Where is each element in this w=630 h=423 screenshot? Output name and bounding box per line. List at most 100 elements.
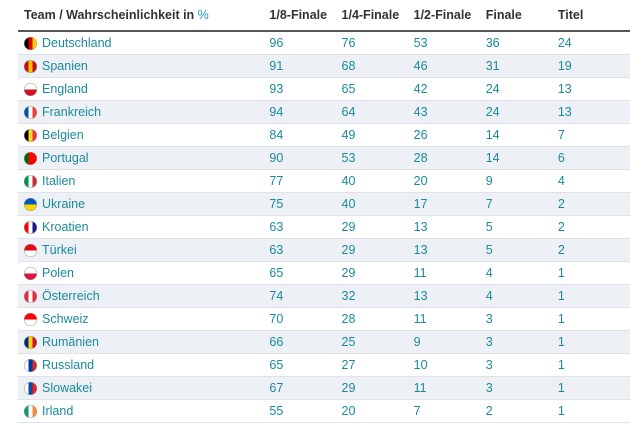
quarterfinal-cell: 28	[341, 307, 414, 331]
quarterfinal-cell: 53	[341, 146, 414, 170]
slovakia-flag-icon	[24, 381, 37, 395]
table-row: Italien 77 40 20 9 4	[18, 169, 630, 193]
belgium-flag-icon	[24, 128, 37, 142]
team-name: Portugal	[42, 151, 89, 165]
team-name: Frankreich	[42, 105, 102, 119]
table-row: Spanien 91 68 46 31 19	[18, 54, 630, 78]
round-of-16-cell: 67	[269, 376, 342, 400]
table-row: Deutschland 96 76 53 36 24	[18, 31, 630, 55]
semifinal-cell: 13	[413, 215, 486, 239]
team-name: Österreich	[42, 289, 100, 303]
title-cell: 1	[557, 307, 630, 331]
team-name: Slowakei	[42, 381, 93, 395]
final-cell: 24	[485, 77, 558, 101]
column-header-round-of-16[interactable]: 1/8-Finale	[269, 0, 342, 32]
semifinal-cell: 11	[413, 261, 486, 285]
table-row: Polen 65 29 11 4 1	[18, 261, 630, 285]
semifinal-cell: 26	[413, 123, 486, 147]
quarterfinal-cell: 64	[341, 100, 414, 124]
team-cell: Slowakei	[18, 376, 270, 400]
round-of-16-cell: 55	[269, 399, 342, 423]
round-of-16-cell: 94	[269, 100, 342, 124]
column-header-team[interactable]: Team / Wahrscheinlichkeit in %	[18, 0, 270, 32]
title-cell: 2	[557, 238, 630, 262]
quarterfinal-cell: 27	[341, 353, 414, 377]
germany-flag-icon	[24, 36, 37, 50]
title-cell: 19	[557, 54, 630, 78]
ireland-flag-icon	[24, 404, 37, 418]
switzerland-flag-icon	[24, 312, 37, 326]
round-of-16-cell: 63	[269, 238, 342, 262]
team-cell: Belgien	[18, 123, 270, 147]
column-header-quarterfinal[interactable]: 1/4-Finale	[341, 0, 414, 32]
title-cell: 6	[557, 146, 630, 170]
final-cell: 5	[485, 238, 558, 262]
final-cell: 3	[485, 307, 558, 331]
team-cell: Kroatien	[18, 215, 270, 239]
quarterfinal-cell: 40	[341, 192, 414, 216]
round-of-16-cell: 65	[269, 261, 342, 285]
team-cell: Portugal	[18, 146, 270, 170]
probability-table: Team / Wahrscheinlichkeit in % 1/8-Final…	[18, 0, 630, 423]
team-name: Rumänien	[42, 335, 99, 349]
final-cell: 4	[485, 284, 558, 308]
team-name: England	[42, 82, 88, 96]
round-of-16-cell: 65	[269, 353, 342, 377]
column-header-final[interactable]: Finale	[485, 0, 558, 32]
round-of-16-cell: 91	[269, 54, 342, 78]
england-flag-icon	[24, 82, 37, 96]
table-row: Frankreich 94 64 43 24 13	[18, 100, 630, 124]
team-cell: Schweiz	[18, 307, 270, 331]
team-name: Schweiz	[42, 312, 89, 326]
round-of-16-cell: 77	[269, 169, 342, 193]
team-name: Ukraine	[42, 197, 86, 211]
team-header-label: Team / Wahrscheinlichkeit in	[24, 8, 195, 22]
column-header-title[interactable]: Titel	[557, 0, 630, 32]
team-name: Kroatien	[42, 220, 89, 234]
spain-flag-icon	[24, 59, 37, 73]
quarterfinal-cell: 29	[341, 215, 414, 239]
team-cell: Italien	[18, 169, 270, 193]
title-cell: 2	[557, 215, 630, 239]
semifinal-cell: 17	[413, 192, 486, 216]
table-row: Türkei 63 29 13 5 2	[18, 238, 630, 262]
team-cell: Ukraine	[18, 192, 270, 216]
final-cell: 31	[485, 54, 558, 78]
final-cell: 3	[485, 376, 558, 400]
team-cell: Türkei	[18, 238, 270, 262]
round-of-16-cell: 93	[269, 77, 342, 101]
quarterfinal-cell: 29	[341, 261, 414, 285]
semifinal-cell: 11	[413, 376, 486, 400]
percent-unit-label: %	[197, 8, 209, 22]
team-cell: Polen	[18, 261, 270, 285]
final-cell: 14	[485, 123, 558, 147]
round-of-16-cell: 96	[269, 31, 342, 55]
title-cell: 1	[557, 399, 630, 423]
romania-flag-icon	[24, 335, 37, 349]
quarterfinal-cell: 49	[341, 123, 414, 147]
title-cell: 13	[557, 77, 630, 101]
team-cell: Irland	[18, 399, 270, 423]
semifinal-cell: 42	[413, 77, 486, 101]
quarterfinal-cell: 65	[341, 77, 414, 101]
quarterfinal-cell: 25	[341, 330, 414, 354]
team-cell: Rumänien	[18, 330, 270, 354]
title-cell: 24	[557, 31, 630, 55]
russia-flag-icon	[24, 358, 37, 372]
final-cell: 36	[485, 31, 558, 55]
team-cell: Russland	[18, 353, 270, 377]
austria-flag-icon	[24, 289, 37, 303]
final-cell: 3	[485, 330, 558, 354]
title-cell: 2	[557, 192, 630, 216]
quarterfinal-cell: 76	[341, 31, 414, 55]
table-row: Schweiz 70 28 11 3 1	[18, 307, 630, 331]
final-cell: 7	[485, 192, 558, 216]
title-cell: 13	[557, 100, 630, 124]
column-header-semifinal[interactable]: 1/2-Finale	[413, 0, 486, 32]
table-header: Team / Wahrscheinlichkeit in % 1/8-Final…	[18, 0, 630, 32]
table-row: Irland 55 20 7 2 1	[18, 399, 630, 423]
final-cell: 5	[485, 215, 558, 239]
title-cell: 1	[557, 261, 630, 285]
quarterfinal-cell: 40	[341, 169, 414, 193]
title-cell: 1	[557, 376, 630, 400]
